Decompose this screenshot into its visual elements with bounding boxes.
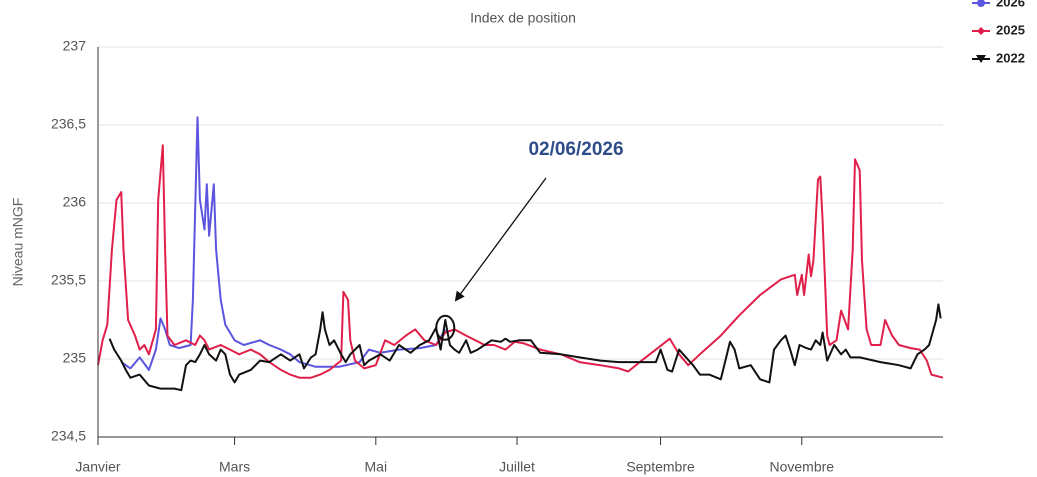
legend-marker	[977, 0, 985, 7]
grid	[98, 46, 943, 438]
y-tick-label: 237	[63, 38, 87, 54]
x-tick-label: Septembre	[626, 459, 695, 475]
plot-lines	[97, 116, 944, 392]
annotation-circle	[435, 314, 456, 341]
legend-label: 2026	[996, 0, 1025, 9]
legend-item: 2026	[972, 0, 1025, 9]
y-axis-label: Niveau mNGF	[10, 198, 26, 287]
x-tick-label: Novembre	[769, 459, 834, 475]
chart-title: Index de position	[470, 10, 576, 26]
series-line	[97, 144, 944, 379]
y-tick-label: 234,5	[51, 428, 86, 444]
y-tick-label: 235,5	[51, 272, 86, 288]
x-tick-label: Mars	[219, 459, 250, 475]
legend-label: 2025	[996, 22, 1025, 37]
axes: 234,5 235 235,5 236 236,5 237 Janvier Mars Mai Ju…	[51, 38, 943, 475]
legend-marker	[977, 27, 985, 35]
x-tick-label: Mai	[365, 459, 388, 475]
annotation-text: 02/06/2026	[528, 139, 623, 160]
annotation: 02/06/2026	[435, 139, 624, 341]
series-line	[108, 303, 942, 392]
x-tick-label: Juillet	[499, 459, 535, 475]
legend: 2026 2025 2022	[972, 0, 1025, 65]
legend-item: 2022	[972, 50, 1025, 65]
y-tick-label: 235	[63, 350, 87, 366]
x-tick-label: Janvier	[75, 459, 120, 475]
legend-label: 2022	[996, 50, 1025, 65]
legend-item: 2025	[972, 22, 1025, 37]
legend-marker	[976, 55, 986, 63]
y-tick-label: 236	[63, 194, 87, 210]
series-line	[120, 116, 447, 371]
y-tick-label: 236,5	[51, 116, 86, 132]
annotation-arrow	[454, 177, 547, 302]
